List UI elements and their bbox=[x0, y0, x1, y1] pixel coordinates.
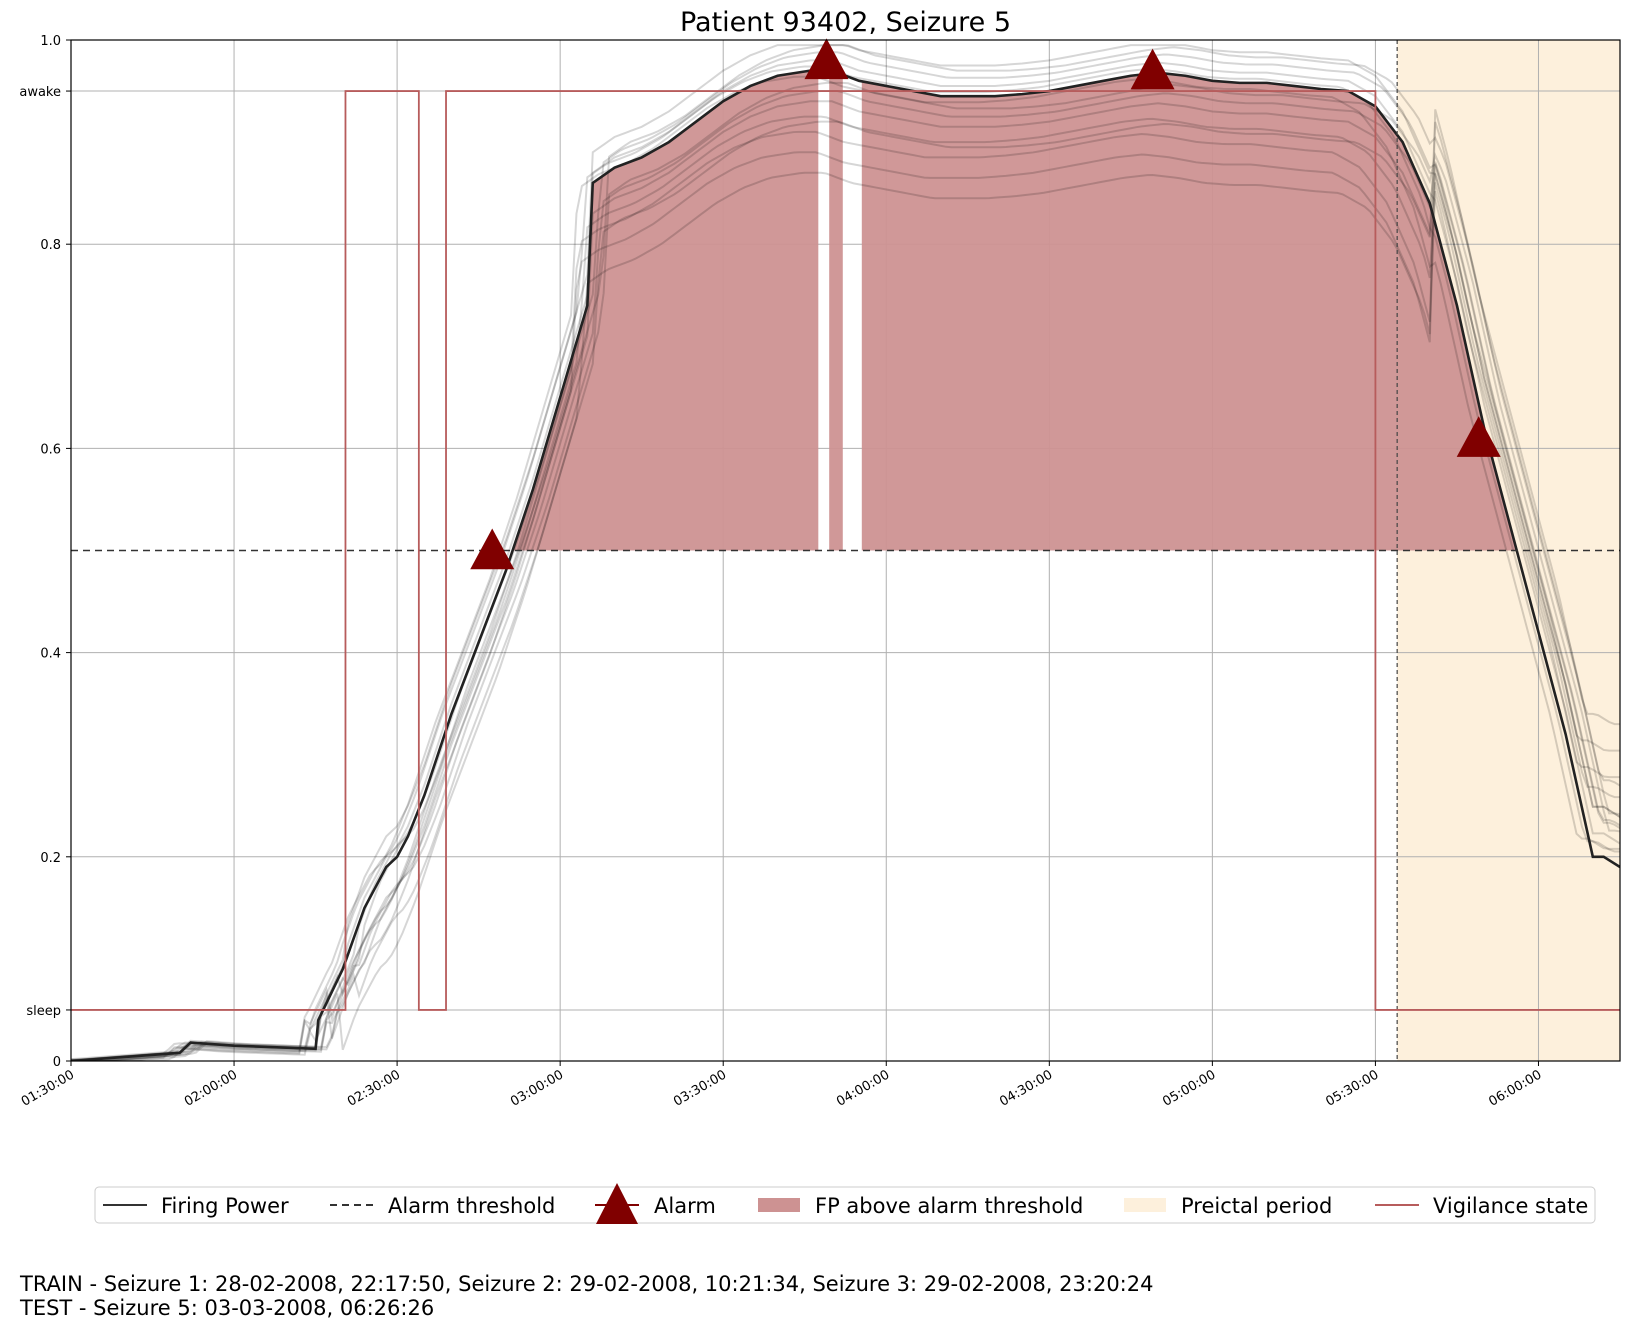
x-tick-label: 05:30:00 bbox=[1323, 1067, 1381, 1109]
firing-power-line bbox=[71, 69, 1620, 1061]
firing-power-trace bbox=[71, 151, 1620, 1061]
seizure-info: TRAIN - Seizure 1: 28-02-2008, 22:17:50,… bbox=[20, 1272, 1153, 1320]
y-tick-label: 0.4 bbox=[40, 647, 61, 662]
x-tick-label: 04:30:00 bbox=[997, 1067, 1055, 1109]
y-tick-label: 0 bbox=[53, 1055, 61, 1070]
legend-label: Preictal period bbox=[1181, 1194, 1332, 1218]
legend-alarm-swatch bbox=[596, 1183, 638, 1224]
firing-power-trace bbox=[71, 130, 1620, 1061]
legend-label: FP above alarm threshold bbox=[815, 1194, 1083, 1218]
y-tick-label: 0.8 bbox=[40, 238, 61, 253]
legend-label: Alarm bbox=[654, 1194, 716, 1218]
x-tick-label: 05:00:00 bbox=[1160, 1067, 1218, 1109]
alarm-marker bbox=[470, 528, 515, 570]
firing-power-trace bbox=[71, 81, 1620, 1061]
train-seizures-text: TRAIN - Seizure 1: 28-02-2008, 22:17:50,… bbox=[20, 1272, 1154, 1296]
alarm-marker bbox=[1130, 48, 1175, 90]
y-tick-label: sleep bbox=[26, 1004, 61, 1019]
y-tick-label: 1.0 bbox=[40, 34, 61, 49]
firing-power-trace bbox=[71, 90, 1620, 1061]
legend-box bbox=[94, 1186, 1596, 1224]
legend: Firing Power Alarm threshold Alarm FP above… bbox=[94, 1183, 1596, 1224]
fp-above-threshold-fill bbox=[861, 72, 1517, 551]
fp-above-threshold-fill bbox=[829, 70, 843, 551]
firing-power-trace bbox=[71, 120, 1620, 1061]
legend-label: Firing Power bbox=[161, 1194, 289, 1218]
x-tick-label: 02:00:00 bbox=[182, 1067, 240, 1109]
x-tick-label: 04:00:00 bbox=[834, 1067, 892, 1109]
y-tick-label: awake bbox=[19, 85, 61, 100]
x-tick-label: 03:00:00 bbox=[508, 1067, 566, 1109]
firing-power-trace bbox=[71, 75, 1620, 1061]
alarm-marker bbox=[804, 38, 849, 80]
firing-power-trace bbox=[71, 44, 1620, 1061]
fp-above-threshold-fill bbox=[512, 70, 819, 551]
legend-preictal-swatch bbox=[1124, 1198, 1166, 1212]
firing-power-trace bbox=[71, 100, 1620, 1061]
x-tick-label: 06:00:00 bbox=[1486, 1067, 1544, 1109]
test-seizure-text: TEST - Seizure 5: 03-03-2008, 06:26:26 bbox=[20, 1296, 435, 1320]
x-tick-label: 01:30:00 bbox=[19, 1067, 77, 1109]
firing-power-trace bbox=[71, 59, 1620, 1061]
firing-power-trace bbox=[71, 44, 1620, 1061]
x-tick-label: 02:30:00 bbox=[345, 1067, 403, 1109]
chart-title: Patient 93402, Seizure 5 bbox=[680, 7, 1011, 38]
firing-power-trace bbox=[71, 109, 1620, 1061]
plot-frame bbox=[70, 39, 1621, 1062]
y-tick-label: 0.2 bbox=[40, 851, 61, 866]
x-tick-label: 03:30:00 bbox=[671, 1067, 729, 1109]
legend-label: Vigilance state bbox=[1433, 1194, 1588, 1218]
vigilance-state-line bbox=[71, 90, 1620, 1011]
y-tick-label: 0.6 bbox=[40, 442, 61, 457]
legend-fp-above-swatch bbox=[758, 1198, 800, 1212]
legend-label: Alarm threshold bbox=[388, 1194, 555, 1218]
alarm-marker bbox=[1456, 416, 1501, 457]
